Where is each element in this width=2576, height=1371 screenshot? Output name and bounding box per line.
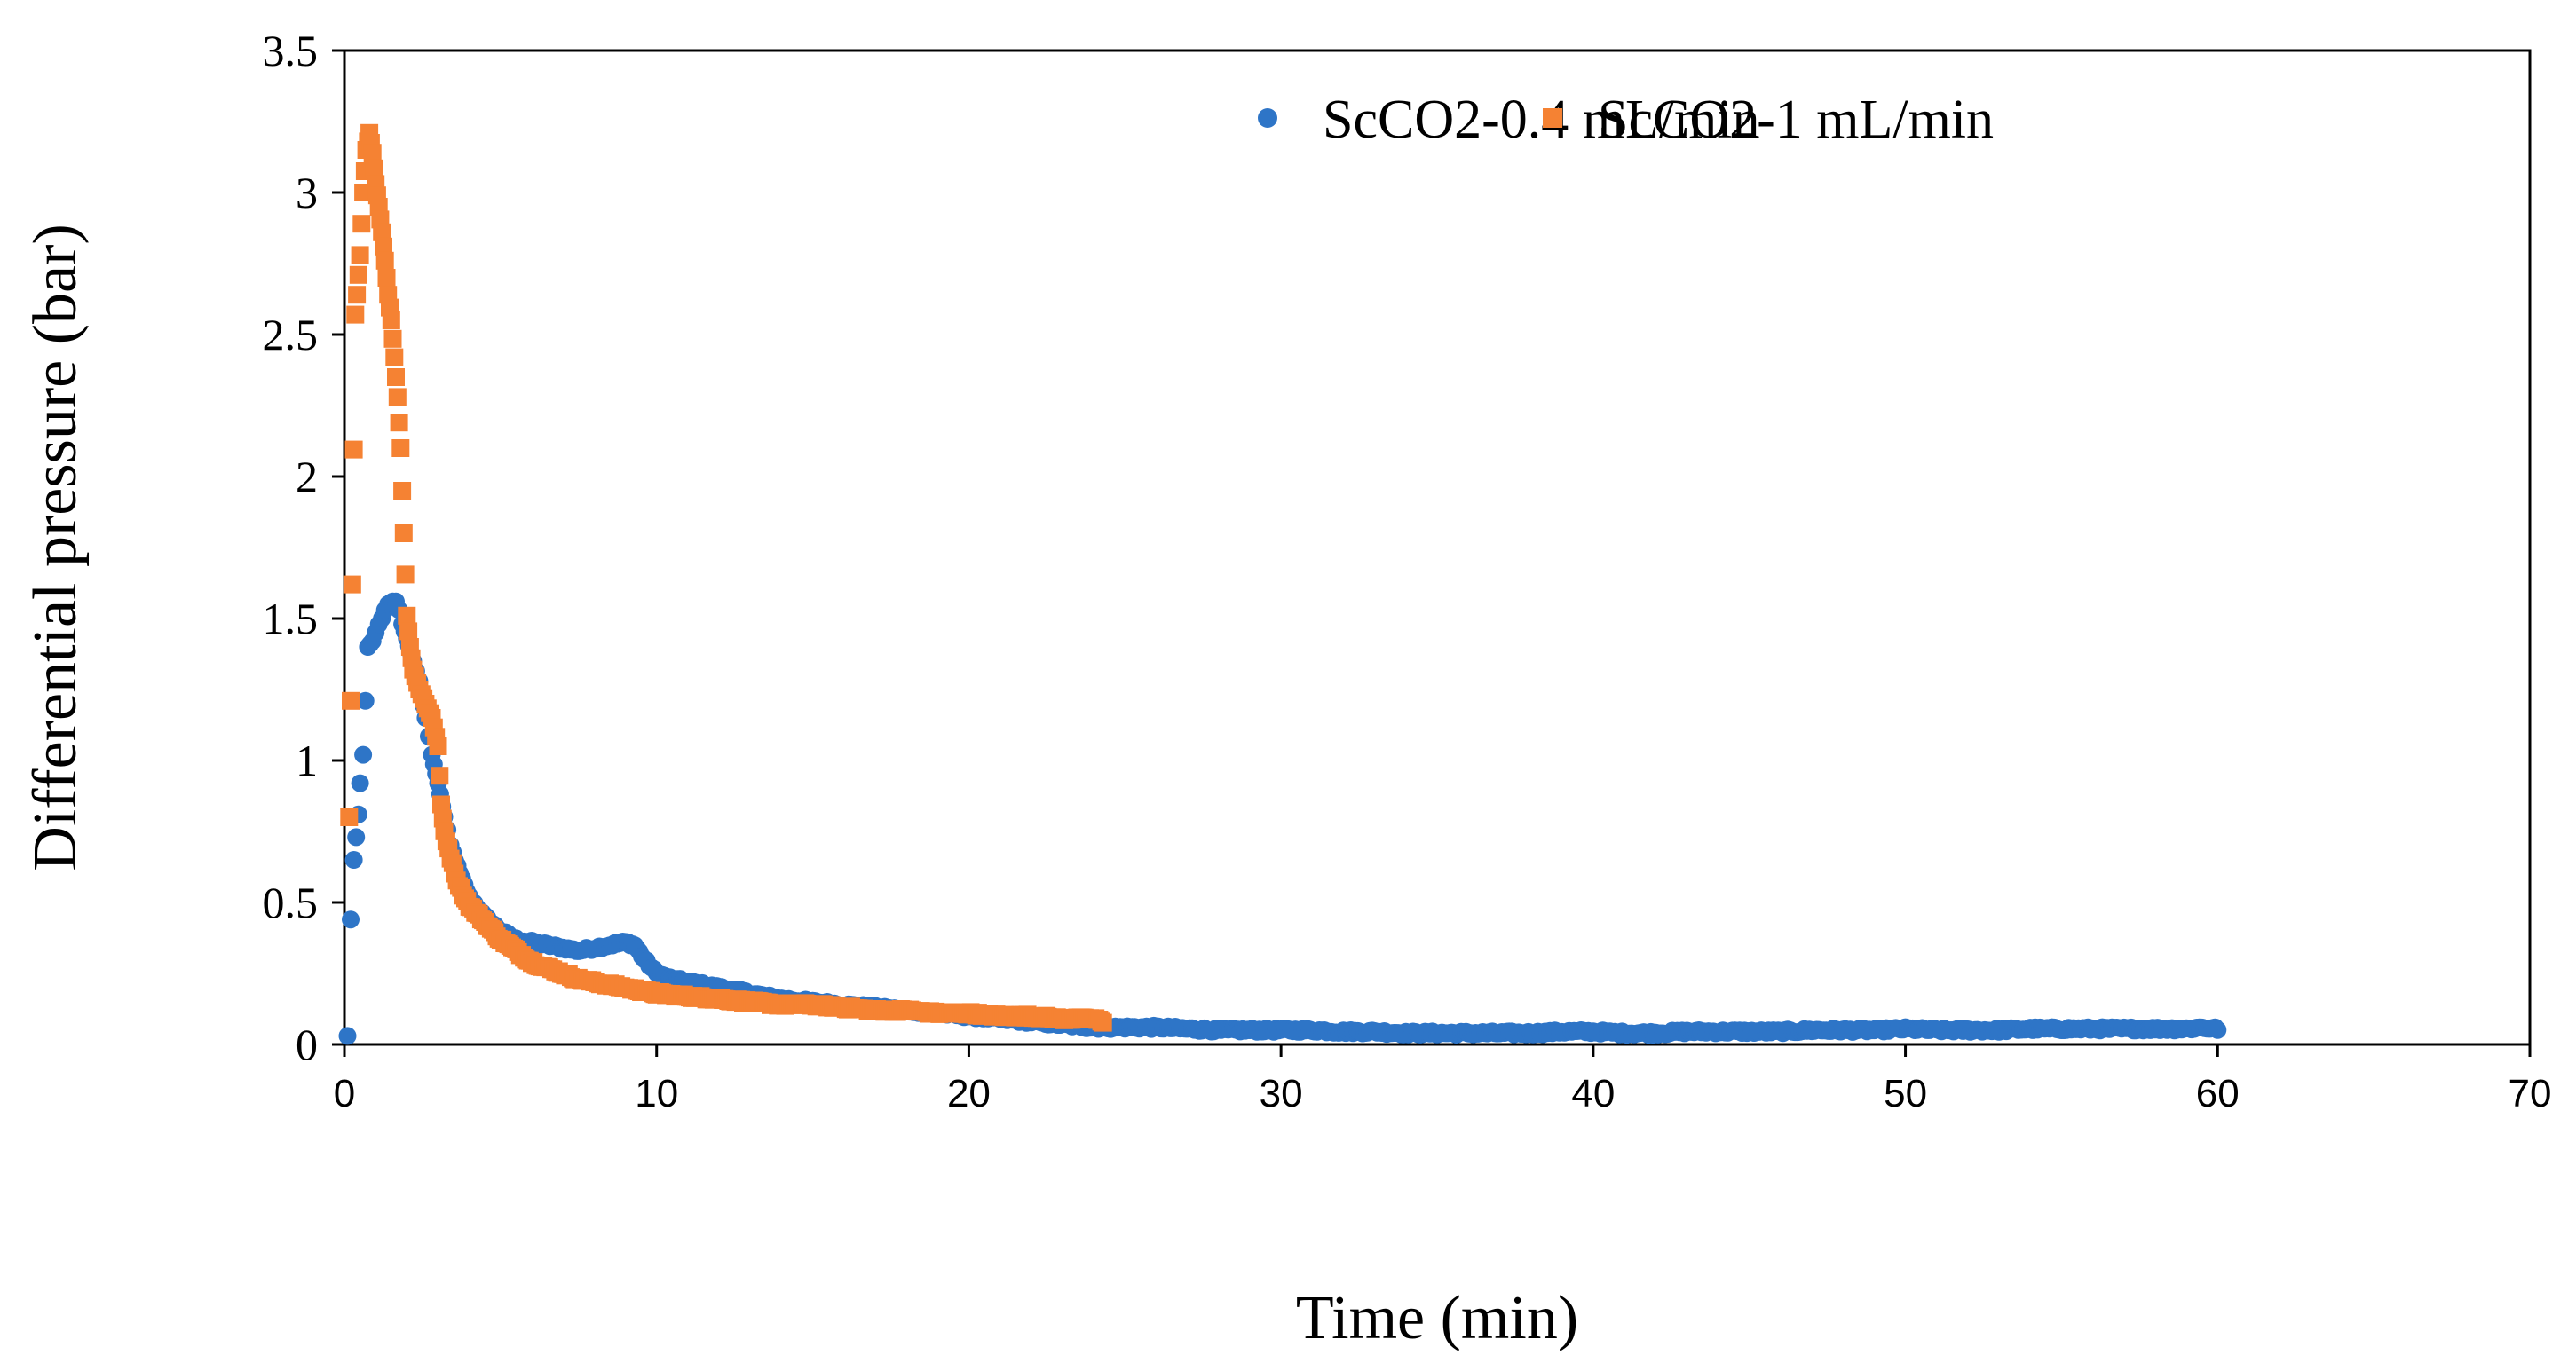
y-axis-ticks: 0 0.5 1 1.5 2 2.5 3 3.5 [263, 26, 344, 1069]
data-point [351, 246, 369, 264]
data-point [373, 223, 391, 241]
x-tick-label: 0 [334, 1072, 355, 1115]
y-tick-label: 0.5 [263, 878, 319, 927]
x-tick-label: 40 [1571, 1072, 1615, 1115]
data-point [349, 265, 367, 284]
x-tick-label: 20 [947, 1072, 991, 1115]
data-point [394, 524, 413, 542]
legend-marker-series-1 [1258, 108, 1277, 128]
data-point [365, 159, 383, 177]
data-point [375, 251, 394, 270]
data-point [375, 237, 392, 256]
data-point [1094, 1013, 1112, 1032]
x-axis-ticks: 0 10 20 30 40 50 60 70 [334, 1044, 2552, 1115]
legend-label-series-2: ScCO2-1 mL/min [1598, 90, 1994, 150]
data-point [391, 439, 410, 457]
data-point [2209, 1020, 2227, 1039]
data-point [348, 286, 367, 304]
x-tick-label: 50 [1884, 1072, 1927, 1115]
y-axis-title: Differential pressure (bar) [21, 224, 90, 871]
legend-marker-series-2 [1543, 108, 1562, 128]
data-point [342, 691, 360, 710]
x-tick-label: 70 [2509, 1072, 2552, 1115]
y-tick-label: 1.5 [263, 594, 319, 643]
x-tick-label: 60 [2196, 1072, 2240, 1115]
data-point [340, 808, 359, 826]
data-point [344, 851, 363, 869]
data-point [356, 691, 375, 710]
plot-area [343, 49, 2532, 1046]
y-tick-label: 1 [296, 736, 318, 785]
data-point [432, 795, 450, 814]
data-point [388, 388, 407, 406]
data-point [383, 329, 402, 348]
data-point [387, 368, 405, 386]
data-point [393, 482, 412, 500]
data-point [429, 737, 447, 755]
data-point [354, 745, 373, 764]
data-point [382, 311, 400, 329]
data-point [342, 910, 360, 929]
x-tick-label: 10 [635, 1072, 678, 1115]
data-point [351, 774, 369, 792]
data-point [431, 767, 449, 785]
data-point [343, 575, 361, 594]
data-point [363, 144, 382, 162]
y-tick-label: 2 [296, 452, 318, 501]
x-axis-title: Time (min) [1296, 1284, 1578, 1352]
y-tick-label: 0 [296, 1020, 318, 1069]
y-tick-label: 3.5 [263, 26, 319, 75]
data-point [399, 622, 418, 641]
data-point [347, 828, 366, 847]
data-point [377, 269, 396, 287]
plot-frame [343, 49, 2532, 1046]
series-layer [338, 123, 2227, 1045]
series-2 [340, 123, 1112, 1032]
data-point [346, 305, 365, 324]
legend-label-series-1: ScCO2-0.4 mL/min [1323, 90, 1760, 150]
legend: ScCO2-0.4 mL/min ScCO2-1 mL/min [1258, 90, 1994, 150]
data-point [398, 606, 416, 625]
y-tick-label: 3 [296, 168, 318, 217]
data-point [352, 215, 371, 233]
data-point [338, 1027, 357, 1045]
data-point [385, 348, 404, 366]
x-tick-label: 30 [1260, 1072, 1303, 1115]
data-point [390, 414, 408, 432]
data-point [396, 565, 415, 584]
data-point [344, 440, 363, 459]
y-tick-label: 2.5 [263, 310, 319, 359]
